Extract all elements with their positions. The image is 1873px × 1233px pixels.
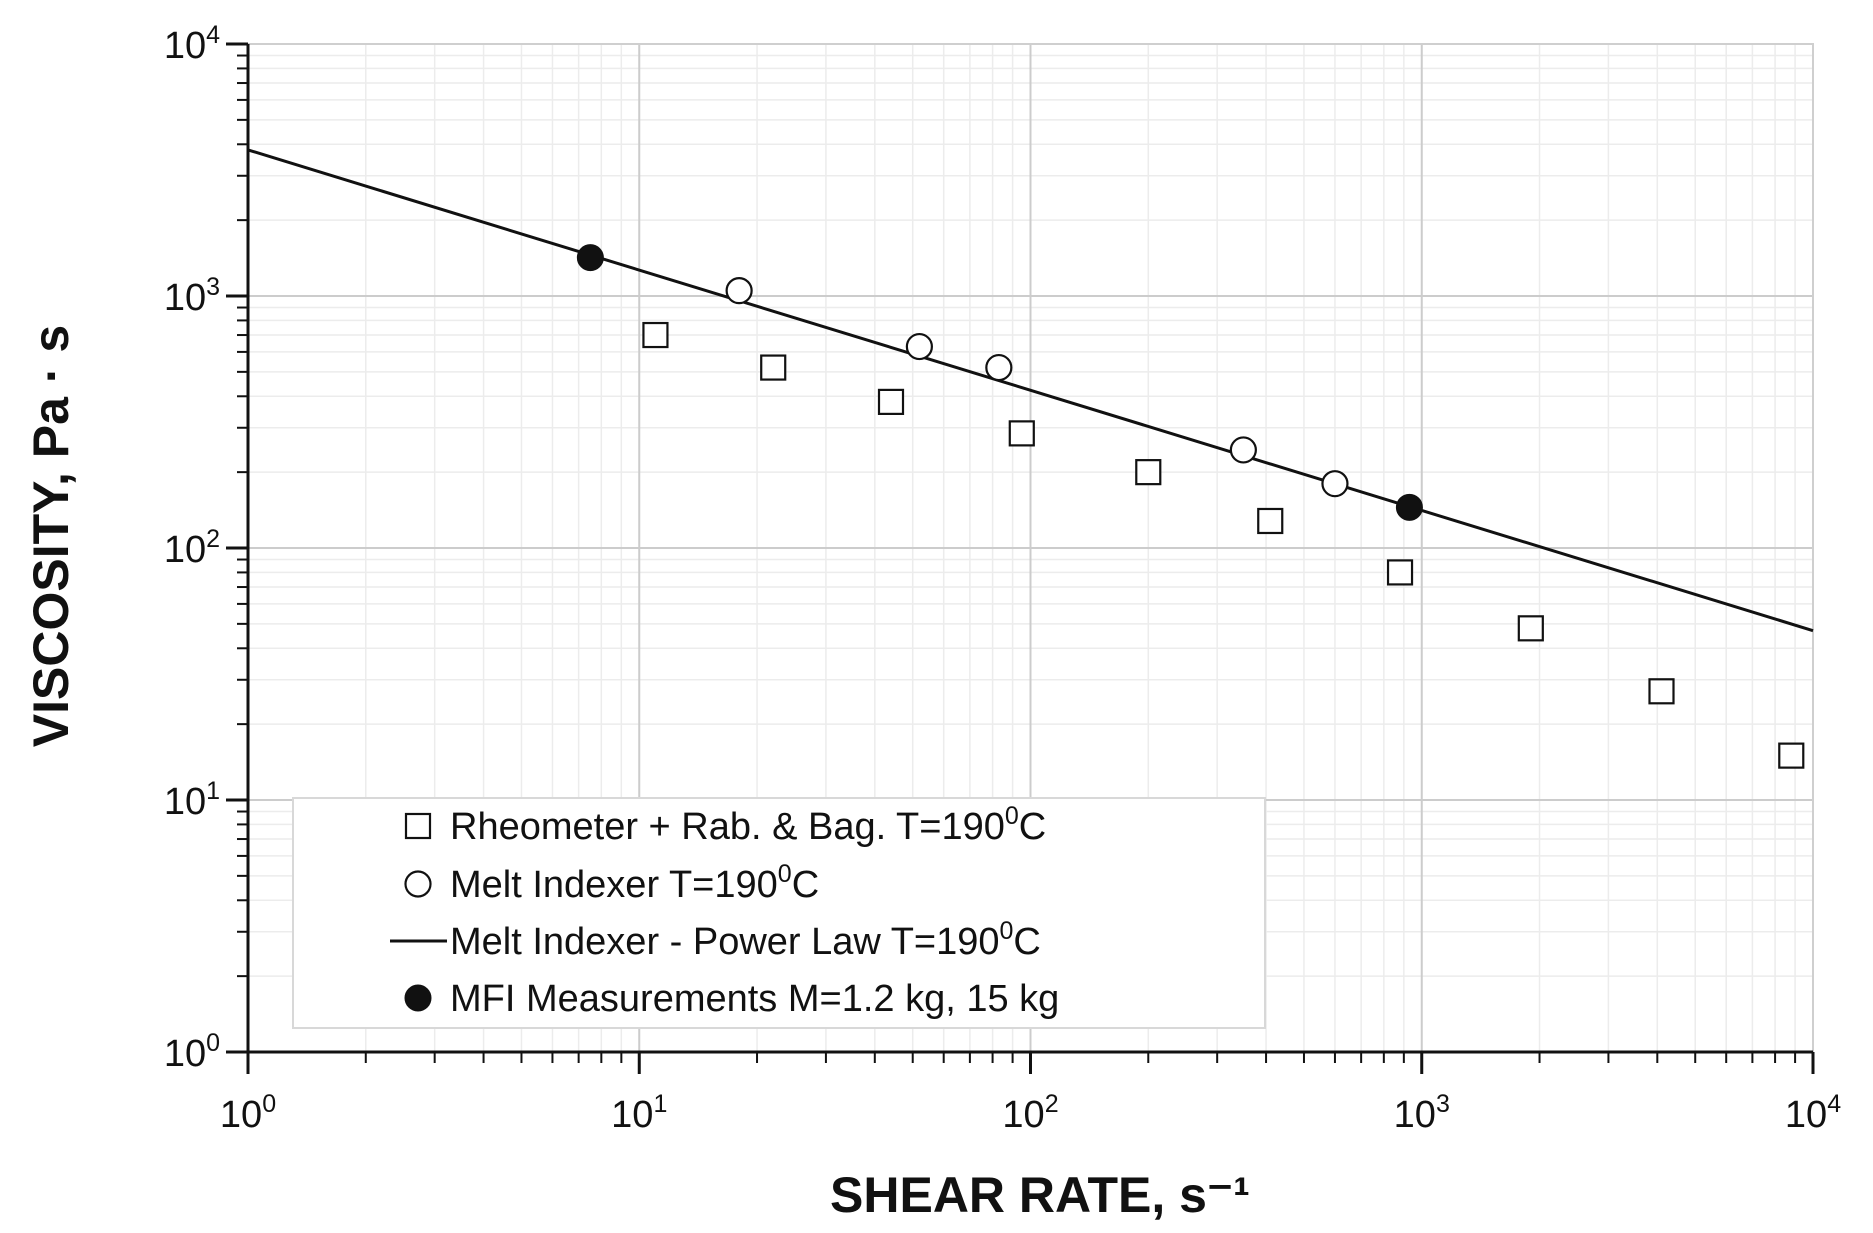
data-point-open-square (877, 388, 905, 415)
y-tick-label: 102 (164, 525, 220, 571)
legend-filled-circle-symbol (404, 984, 432, 1012)
data-markers (576, 244, 1805, 769)
legend: Rheometer + Rab. & Bag. T=1900C Melt Inde… (292, 797, 1266, 1029)
data-point-open-square (1135, 459, 1162, 486)
x-tick-label: 100 (220, 1090, 276, 1136)
data-point-open-square (1778, 742, 1805, 769)
data-point-open-square (1257, 507, 1284, 535)
data-point-open-circle (985, 353, 1013, 382)
legend-box (292, 797, 1266, 1029)
legend-label: Melt Indexer - Power Law T=1900C (450, 917, 1041, 963)
data-point-open-square (760, 354, 787, 381)
power-law-series (247, 148, 1814, 633)
data-point-open-square (1008, 420, 1035, 447)
y-tick-label: 104 (164, 21, 220, 67)
axes (226, 42, 1815, 1074)
legend-label: Melt Indexer T=1900C (450, 860, 819, 906)
data-point-open-circle (1321, 470, 1349, 498)
power-law-line (247, 148, 1814, 633)
x-tick-label: 102 (1002, 1090, 1058, 1136)
x-tick-label: 103 (1394, 1090, 1450, 1136)
data-point-open-square (1386, 559, 1414, 586)
x-tick-label: 101 (611, 1090, 667, 1136)
data-point-open-circle (1229, 436, 1257, 464)
data-point-open-square (1517, 615, 1544, 642)
data-point-filled-circle (576, 244, 604, 272)
x-tick-label: 104 (1785, 1090, 1841, 1136)
data-point-open-circle (905, 332, 933, 361)
y-tick-label: 103 (164, 273, 220, 319)
legend-open-circle-symbol (404, 870, 432, 898)
legend-label: MFI Measurements M=1.2 kg, 15 kg (450, 978, 1059, 1020)
y-tick-labels: 100 101 102 103 104 (164, 21, 220, 1075)
data-point-filled-circle (1395, 493, 1423, 521)
x-axis-title: SHEAR RATE, s⁻¹ (830, 1167, 1250, 1223)
data-point-open-circle (725, 277, 753, 305)
y-tick-label: 101 (164, 777, 220, 823)
y-axis-title: VISCOSITY, Pa · s (23, 325, 79, 747)
legend-label: Rheometer + Rab. & Bag. T=1900C (450, 802, 1046, 848)
legend-open-square-symbol (404, 812, 432, 840)
data-point-open-square (642, 321, 669, 349)
x-tick-labels: 100 101 102 103 104 (220, 1090, 1841, 1136)
data-point-open-square (1648, 678, 1675, 705)
y-tick-label: 100 (164, 1029, 220, 1075)
